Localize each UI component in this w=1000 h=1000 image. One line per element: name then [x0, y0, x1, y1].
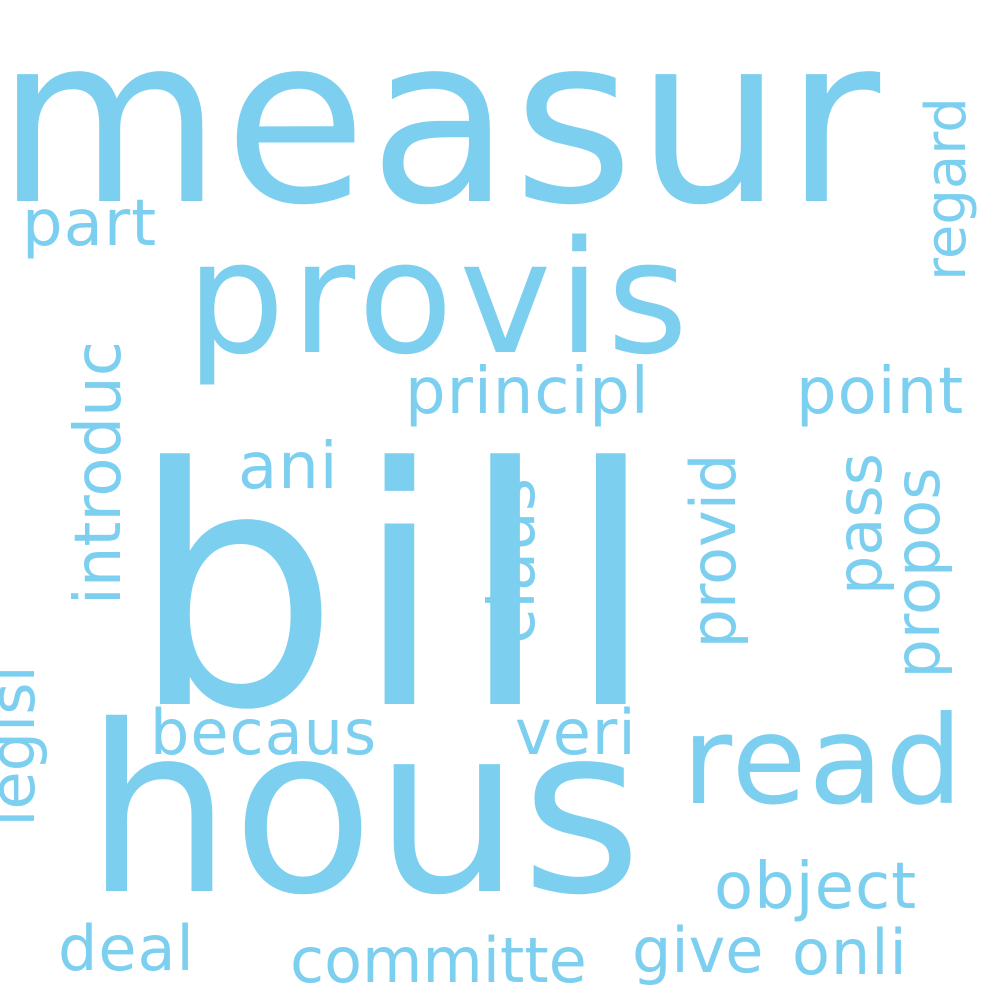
word-veri: veri — [515, 696, 637, 769]
word-provis: provis — [186, 207, 695, 389]
word-provid: provid — [677, 453, 750, 649]
word-claus: claus — [476, 477, 550, 645]
word-becaus: becaus — [150, 696, 378, 769]
word-give: give — [632, 914, 764, 987]
word-propos: propos — [881, 467, 954, 679]
word-point: point — [796, 355, 965, 429]
word-regard: regard — [914, 97, 979, 281]
word-bill: bill — [130, 398, 671, 782]
word-object: object — [714, 850, 918, 924]
word-introduc: introduc — [62, 341, 136, 605]
word-legisl: legisl — [0, 665, 49, 827]
word-part: part — [22, 187, 158, 261]
word-onli: onli — [792, 916, 908, 989]
word-measur: measur — [0, 0, 883, 256]
word-committe: committe — [290, 924, 587, 997]
word-read: read — [682, 690, 965, 832]
word-ani: ani — [238, 430, 339, 504]
word-principl: principl — [405, 355, 650, 429]
word-deal: deal — [58, 912, 195, 985]
word-hous: hous — [85, 676, 642, 946]
